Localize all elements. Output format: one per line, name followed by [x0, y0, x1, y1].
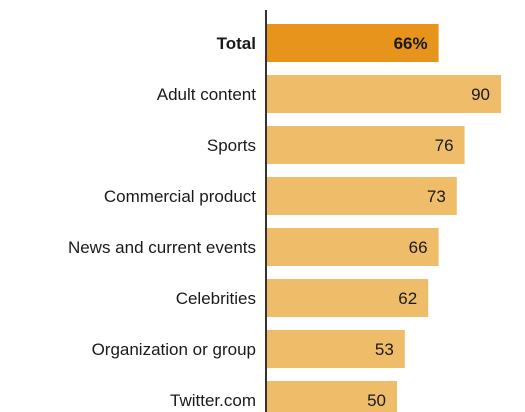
value-label-4: 66	[409, 238, 428, 257]
category-label-3: Commercial product	[104, 187, 256, 206]
category-label-6: Organization or group	[92, 340, 256, 359]
value-label-0: 66%	[394, 34, 428, 53]
value-label-7: 50	[367, 391, 386, 410]
bar-0	[267, 24, 439, 62]
bar-7	[267, 381, 397, 412]
category-label-2: Sports	[207, 136, 256, 155]
category-label-5: Celebrities	[176, 289, 256, 308]
bar-2	[267, 126, 465, 164]
value-label-1: 90	[471, 85, 490, 104]
category-label-0: Total	[217, 34, 256, 53]
value-label-3: 73	[427, 187, 446, 206]
bars-group: Total 66% Adult content 90 Sports 76 Commercia…	[68, 24, 501, 412]
value-label-2: 76	[435, 136, 454, 155]
category-label-1: Adult content	[157, 85, 257, 104]
bar-6	[267, 330, 405, 368]
value-label-6: 53	[375, 340, 394, 359]
bar-1	[267, 75, 501, 113]
bar-5	[267, 279, 429, 317]
value-label-5: 62	[398, 289, 417, 308]
bar-4	[267, 228, 439, 266]
category-label-7: Twitter.com	[170, 391, 256, 410]
category-label-4: News and current events	[68, 238, 256, 257]
bar-3	[267, 177, 457, 215]
